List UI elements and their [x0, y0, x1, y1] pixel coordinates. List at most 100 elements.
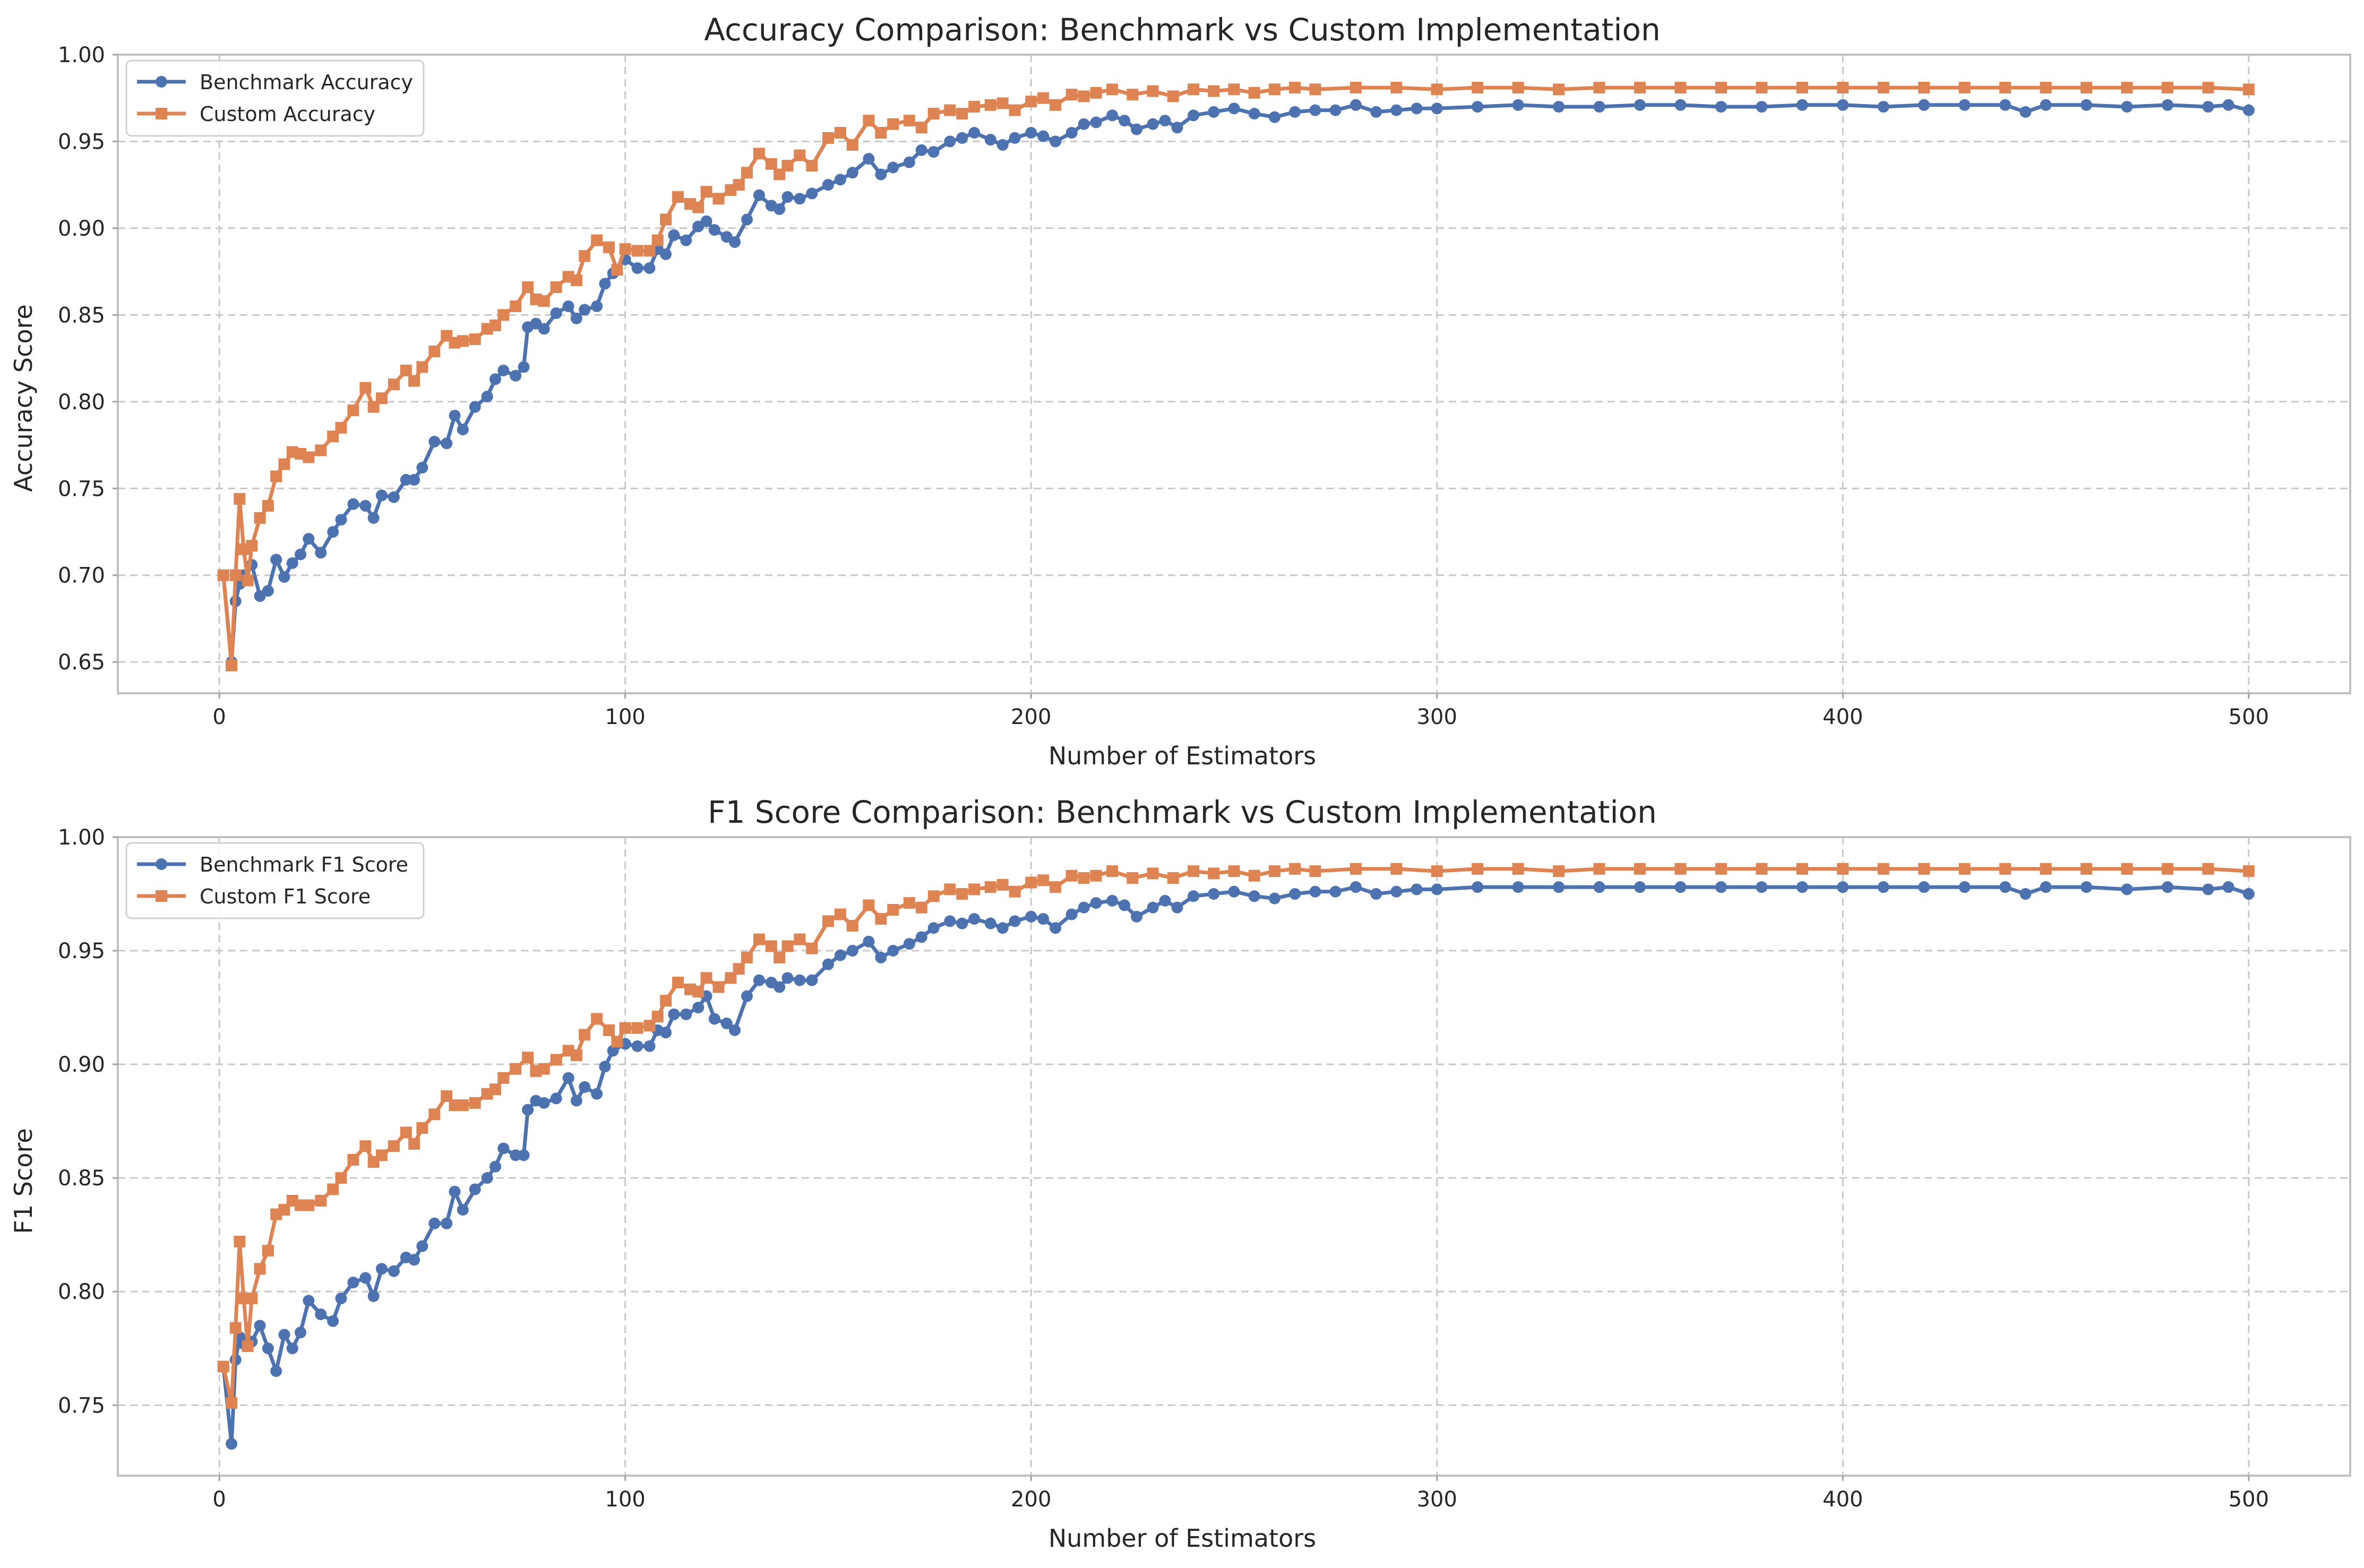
accuracy-benchmark-point [1131, 123, 1143, 135]
f1-benchmark-point [846, 945, 858, 957]
f1-y-tick-label: 1.00 [58, 825, 105, 850]
accuracy-y-tick-label: 0.90 [58, 217, 105, 241]
f1-custom-point [359, 1140, 372, 1152]
accuracy-custom-point [1025, 96, 1037, 108]
accuracy-benchmark-point [270, 554, 282, 566]
f1-custom-point [944, 883, 956, 895]
f1-benchmark-point [1009, 915, 1021, 927]
accuracy-benchmark-point [1065, 127, 1078, 139]
accuracy-benchmark-point [591, 300, 603, 313]
f1-benchmark-point [773, 981, 786, 993]
f1-benchmark-point [968, 913, 981, 925]
f1-custom-point [469, 1097, 481, 1109]
accuracy-custom-point [915, 122, 927, 134]
f1-custom-point [1289, 863, 1301, 875]
accuracy-benchmark-point [680, 234, 692, 246]
f1-benchmark-point [1188, 890, 1200, 902]
accuracy-custom-point [522, 281, 534, 294]
accuracy-custom-point [1837, 82, 1849, 94]
f1-custom-point [753, 933, 765, 945]
accuracy-benchmark-point [1837, 99, 1849, 111]
accuracy-custom-point [660, 213, 672, 226]
f1-custom-point [327, 1183, 339, 1195]
f1-custom-point [863, 899, 875, 911]
f1-custom-point [388, 1140, 400, 1152]
f1-custom-point [692, 986, 704, 998]
f1-y-axis-label: F1 Score [9, 1128, 38, 1234]
accuracy-custom-point [1756, 82, 1768, 94]
f1-custom-point [400, 1126, 412, 1139]
f1-benchmark-point [1106, 894, 1119, 907]
f1-y-tick-label: 0.95 [58, 939, 105, 963]
f1-custom-point [579, 1029, 591, 1041]
accuracy-custom-point [335, 421, 347, 434]
f1-custom-point [1127, 872, 1139, 884]
f1-benchmark-point [497, 1142, 510, 1155]
accuracy-custom-point [692, 201, 704, 213]
f1-custom-point [611, 1036, 623, 1048]
accuracy-benchmark-point [441, 437, 453, 450]
accuracy-x-tick-label: 100 [605, 705, 646, 729]
f1-benchmark-point [753, 974, 765, 986]
accuracy-custom-point [1918, 82, 1930, 94]
accuracy-custom-point [944, 104, 956, 116]
accuracy-custom-point [510, 300, 522, 313]
accuracy-custom-point [246, 540, 258, 552]
f1-benchmark-point [631, 1040, 643, 1052]
f1-custom-point [347, 1153, 359, 1166]
f1-benchmark-point [295, 1326, 307, 1339]
f1-benchmark-point [984, 917, 996, 929]
accuracy-benchmark-point [1208, 106, 1220, 118]
accuracy-custom-point [1796, 82, 1808, 94]
f1-y-tick-label: 0.80 [58, 1280, 105, 1304]
accuracy-custom-point [1147, 85, 1159, 97]
f1-custom-point [996, 878, 1009, 891]
f1-custom-point [1248, 869, 1260, 882]
f1-custom-point [1009, 885, 1021, 898]
accuracy-benchmark-point [375, 489, 388, 502]
accuracy-custom-point [781, 160, 794, 172]
f1-benchmark-point [708, 1013, 720, 1025]
accuracy-benchmark-point [2121, 101, 2133, 113]
f1-custom-point [1065, 869, 1078, 882]
accuracy-custom-point [1268, 83, 1280, 96]
accuracy-x-tick-labels: 0 100 200 300 400 500 [212, 705, 2269, 729]
accuracy-custom-point [408, 375, 420, 387]
accuracy-benchmark-point [1289, 106, 1301, 118]
f1-benchmark-point [315, 1308, 327, 1321]
f1-benchmark-point [518, 1149, 530, 1161]
f1-custom-point [1756, 863, 1768, 875]
f1-benchmark-point [599, 1061, 611, 1073]
f1-benchmark-point [522, 1104, 534, 1116]
f1-custom-point [660, 995, 672, 1007]
f1-custom-point [375, 1149, 388, 1161]
f1-custom-point [1431, 865, 1443, 877]
f1-custom-point [489, 1083, 502, 1096]
f1-custom-point [1958, 863, 1971, 875]
f1-custom-point [1553, 865, 1565, 877]
accuracy-custom-point [262, 499, 274, 512]
accuracy-benchmark-point [2161, 99, 2173, 111]
f1-custom-point [497, 1072, 510, 1084]
f1-custom-point [1472, 863, 1484, 875]
f1-custom-point [741, 951, 753, 963]
accuracy-benchmark-point [1411, 102, 1423, 115]
f1-y-tick-label: 0.85 [58, 1166, 105, 1191]
f1-x-tick-label: 0 [212, 1487, 226, 1512]
accuracy-y-tick-label: 0.70 [58, 564, 105, 588]
f1-benchmark-point [660, 1027, 672, 1039]
accuracy-benchmark-point [875, 168, 887, 180]
accuracy-custom-point [2081, 82, 2093, 94]
f1-custom-point [1837, 863, 1849, 875]
f1-benchmark-point [359, 1272, 372, 1284]
f1-custom-point [591, 1013, 603, 1025]
accuracy-benchmark-point [1958, 99, 1971, 111]
f1-benchmark-point [729, 1024, 741, 1036]
accuracy-benchmark-point [1472, 101, 1484, 113]
accuracy-custom-point [1037, 92, 1050, 104]
accuracy-benchmark-point [863, 153, 875, 165]
accuracy-y-axis-label: Accuracy Score [9, 304, 38, 492]
f1-custom-point [1593, 863, 1605, 875]
f1-benchmark-point [1131, 910, 1143, 923]
accuracy-benchmark-point [469, 401, 481, 413]
